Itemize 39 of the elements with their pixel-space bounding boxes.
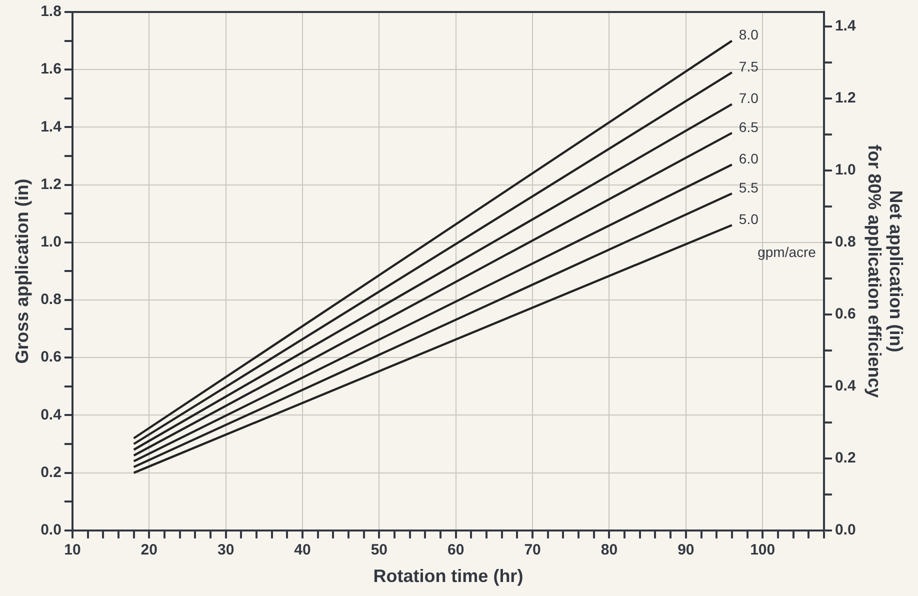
y-tick-label: 0.2 [40, 464, 62, 481]
y2-tick-label: 1.4 [834, 18, 856, 35]
x-tick-label: 70 [524, 542, 541, 559]
y2-tick-label: 0.6 [834, 306, 856, 323]
x-tick-label: 60 [448, 542, 464, 559]
x-tick-label: 90 [678, 542, 694, 559]
y-tick-label: 0.6 [40, 348, 62, 366]
series-label: 8.0 [738, 26, 759, 43]
y2-tick-label: 0.4 [834, 378, 856, 395]
y2-tick-label: 0.2 [834, 450, 856, 467]
y2-tick-label: 1.2 [834, 90, 856, 107]
y2-axis-title: Net application (in) for 80% application efficiency [864, 144, 906, 398]
y-tick-label: 1.6 [40, 60, 62, 78]
annotation: gpm/acre [758, 244, 816, 260]
series-label: 5.5 [738, 179, 759, 196]
y-tick-label: 1.0 [40, 234, 62, 251]
x-tick-label: 80 [600, 542, 618, 559]
x-axis-title: Rotation time (hr) [373, 566, 524, 586]
y2-tick-label: 1.0 [834, 162, 856, 179]
y-tick-label: 0.0 [40, 522, 62, 539]
y-tick-label: 1.8 [40, 3, 62, 20]
x-tick-label: 50 [370, 542, 388, 559]
x-tick-label: 20 [140, 542, 158, 559]
y-tick-label: 0.8 [40, 291, 62, 308]
series-label: 6.5 [738, 118, 759, 135]
y-tick-label: 1.4 [40, 118, 62, 136]
x-tick-label: 30 [217, 542, 234, 559]
series-label: 6.0 [738, 150, 759, 166]
y-tick-label: 1.2 [40, 176, 62, 193]
x-tick-label: 40 [294, 542, 311, 559]
x-tick-label: 10 [64, 542, 81, 559]
series-label: 7.0 [738, 90, 759, 106]
y2-tick-label: 0.0 [834, 522, 856, 539]
y-tick-label: 0.4 [40, 406, 62, 424]
series-label: 5.0 [738, 210, 759, 227]
y2-tick-label: 0.8 [834, 234, 856, 251]
series-label: 7.5 [738, 58, 759, 74]
y-axis-title: Gross application (in) [12, 178, 32, 364]
x-tick-label: 100 [750, 542, 776, 559]
